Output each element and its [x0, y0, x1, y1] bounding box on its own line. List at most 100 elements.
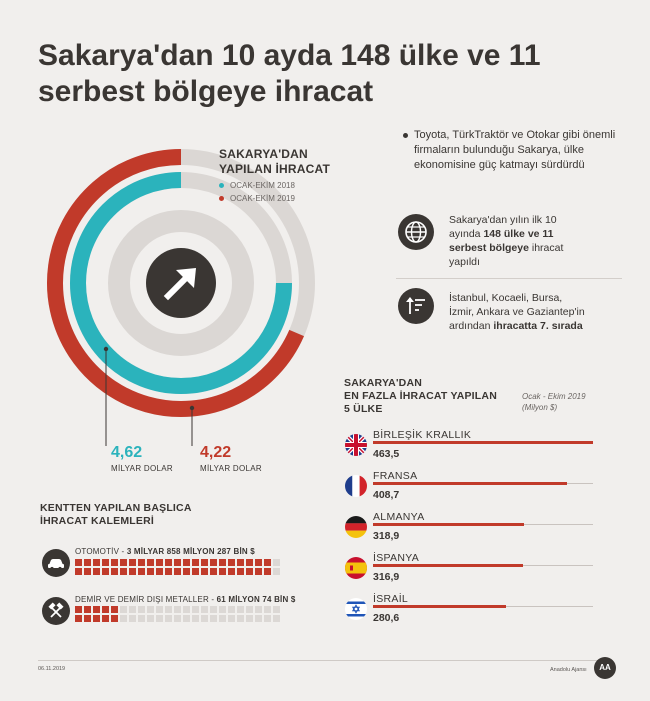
unit-square: [93, 606, 100, 613]
unit-square: [219, 559, 226, 566]
unit-square: [264, 559, 271, 566]
value-2018-unit: MİLYAR DOLAR: [111, 464, 173, 473]
unit-square: [111, 559, 118, 566]
unit-square: [246, 568, 253, 575]
unit-square: [138, 568, 145, 575]
unit-square: [246, 615, 253, 622]
unit-square: [147, 568, 154, 575]
unit-square: [75, 606, 82, 613]
unit-square: [174, 615, 181, 622]
unit-square: [219, 568, 226, 575]
unit-square: [183, 615, 190, 622]
unit-square: [138, 559, 145, 566]
unit-square: [246, 559, 253, 566]
unit-square: [120, 615, 127, 622]
unit-square: [201, 559, 208, 566]
unit-square: [165, 606, 172, 613]
unit-square: [102, 615, 109, 622]
legend-item-2019: OCAK-EKİM 2019: [219, 194, 295, 203]
item-metals-label: DEMİR VE DEMİR DIŞI METALLER - 61 MİLYON…: [75, 595, 296, 604]
countries-title: SAKARYA'DAN EN FAZLA İHRACAT YAPILAN 5 Ü…: [344, 377, 497, 415]
unit-square: [273, 559, 280, 566]
unit-square: [183, 559, 190, 566]
unit-square: [129, 568, 136, 575]
legend-swatch-2018: [219, 183, 224, 189]
legend-swatch-2019: [219, 196, 224, 202]
unit-square: [264, 615, 271, 622]
unit-square: [75, 568, 82, 575]
bullet-dot: [403, 133, 408, 138]
info-divider: [396, 278, 622, 279]
unit-square: [192, 615, 199, 622]
unit-square: [237, 568, 244, 575]
leader-dot-2018: [103, 346, 109, 352]
unit-square: [228, 568, 235, 575]
car-icon: [42, 549, 70, 577]
unit-square: [147, 606, 154, 613]
footer-date: 06.11.2019: [38, 666, 66, 672]
unit-square: [273, 615, 280, 622]
unit-square: [129, 606, 136, 613]
unit-square: [147, 559, 154, 566]
unit-square: [237, 559, 244, 566]
unit-square: [174, 606, 181, 613]
unit-square: [264, 568, 271, 575]
unit-square: [255, 559, 262, 566]
agency-logo: AA: [594, 657, 616, 679]
unit-square: [201, 568, 208, 575]
unit-square: [255, 606, 262, 613]
donut-arc-2018: [70, 172, 292, 394]
unit-square: [237, 615, 244, 622]
unit-square: [84, 606, 91, 613]
leader-dot-2019: [189, 405, 195, 411]
unit-square: [156, 559, 163, 566]
unit-square: [174, 568, 181, 575]
unit-square: [228, 559, 235, 566]
unit-square: [255, 568, 262, 575]
hammers-icon: [42, 597, 70, 625]
value-2018-number: 4,62: [111, 444, 143, 461]
unit-square: [111, 568, 118, 575]
unit-square: [75, 615, 82, 622]
unit-square: [165, 568, 172, 575]
donut-arc-2019: [47, 149, 304, 417]
unit-square: [84, 559, 91, 566]
unit-square: [237, 606, 244, 613]
unit-square: [210, 615, 217, 622]
footer-divider: [38, 660, 612, 661]
countries-subtitle: Ocak - Ekim 2019 (Milyon $): [522, 392, 586, 412]
unit-square: [219, 606, 226, 613]
info-rank: İstanbul, Kocaeli, Bursa, İzmir, Ankara …: [449, 292, 585, 332]
value-2018: 4,62 MİLYAR DOLAR: [111, 444, 191, 473]
unit-square: [102, 606, 109, 613]
unit-square: [111, 615, 118, 622]
unit-square: [102, 559, 109, 566]
footer-agency: Anadolu Ajansı: [550, 667, 587, 673]
items-title: KENTTEN YAPILAN BAŞLICA İHRACAT KALEMLER…: [40, 502, 192, 527]
value-2019-unit: MİLYAR DOLAR: [200, 464, 262, 473]
globe-icon: [398, 214, 434, 250]
unit-square: [192, 568, 199, 575]
unit-square: [156, 606, 163, 613]
unit-square: [102, 568, 109, 575]
unit-square: [156, 568, 163, 575]
unit-square: [120, 559, 127, 566]
unit-square: [156, 615, 163, 622]
bullet-note: Toyota, TürkTraktör ve Otokar gibi öneml…: [403, 128, 625, 173]
unit-square: [147, 615, 154, 622]
unit-square: [129, 559, 136, 566]
arrow-up-right-icon: [146, 248, 216, 318]
unit-square: [210, 559, 217, 566]
unit-square: [228, 606, 235, 613]
legend-item-2018: OCAK-EKİM 2018: [219, 181, 295, 190]
unit-square: [201, 615, 208, 622]
unit-square: [111, 606, 118, 613]
unit-square: [255, 615, 262, 622]
unit-square: [165, 615, 172, 622]
unit-square: [210, 606, 217, 613]
unit-square: [138, 606, 145, 613]
unit-square: [273, 568, 280, 575]
inner-ring: [108, 210, 254, 356]
unit-square: [183, 568, 190, 575]
